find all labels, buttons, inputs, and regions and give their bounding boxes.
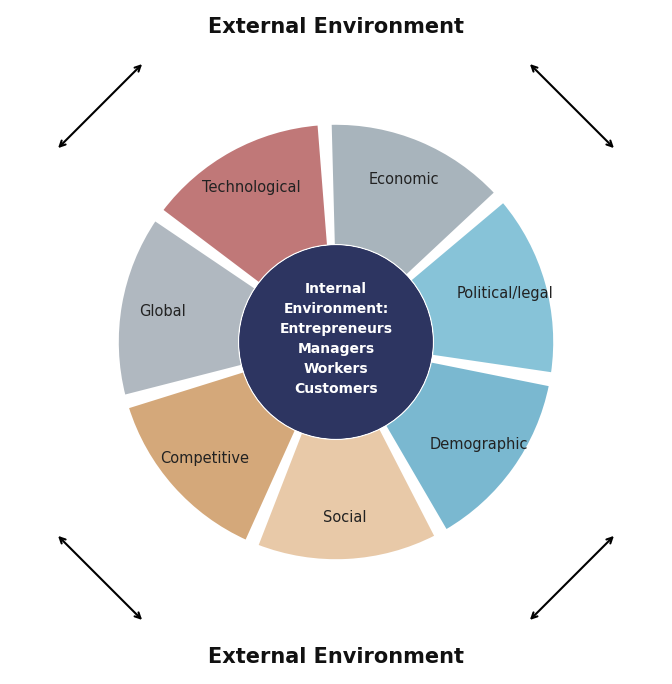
Text: External Environment: External Environment [208, 646, 464, 667]
Text: Political/legal: Political/legal [457, 287, 554, 302]
Text: Economic: Economic [369, 172, 439, 187]
Text: External Environment: External Environment [208, 17, 464, 38]
Wedge shape [384, 361, 550, 531]
Text: Internal
Environment:
Entrepreneurs
Managers
Workers
Customers: Internal Environment: Entrepreneurs Mana… [280, 282, 392, 397]
Circle shape [239, 245, 433, 439]
Circle shape [240, 246, 432, 438]
Circle shape [240, 246, 432, 438]
Text: Global: Global [139, 304, 186, 319]
Wedge shape [161, 124, 329, 284]
Text: Technological: Technological [202, 180, 301, 195]
Wedge shape [257, 428, 436, 561]
Wedge shape [409, 201, 554, 373]
Wedge shape [128, 371, 296, 541]
Text: Competitive: Competitive [160, 451, 249, 466]
Text: Social: Social [323, 510, 367, 525]
Text: Demographic: Demographic [430, 437, 528, 452]
Wedge shape [330, 123, 496, 276]
Wedge shape [118, 220, 257, 396]
